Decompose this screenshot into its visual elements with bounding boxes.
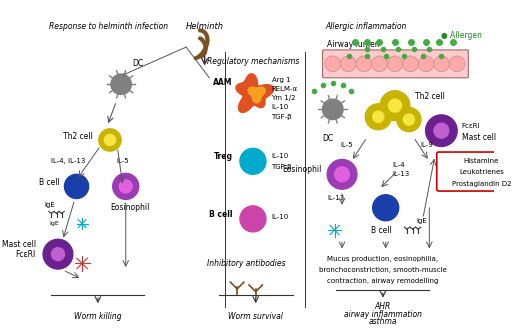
Text: AAM: AAM	[213, 78, 232, 87]
Text: IL-5: IL-5	[340, 141, 353, 148]
Circle shape	[240, 148, 266, 174]
Circle shape	[113, 173, 139, 199]
Text: Th2 cell: Th2 cell	[63, 132, 93, 141]
Circle shape	[356, 56, 372, 72]
Text: Response to helminth infection: Response to helminth infection	[49, 22, 168, 31]
Circle shape	[365, 104, 391, 130]
Polygon shape	[248, 87, 265, 103]
Text: Allergic inflammation: Allergic inflammation	[325, 22, 407, 31]
Text: ● Allergen: ● Allergen	[441, 31, 482, 40]
Circle shape	[104, 134, 116, 145]
Circle shape	[373, 195, 399, 221]
Text: airway inflammation: airway inflammation	[344, 310, 422, 319]
Text: asthma: asthma	[369, 317, 397, 326]
Circle shape	[372, 56, 387, 72]
Text: Th2 cell: Th2 cell	[415, 92, 445, 101]
Text: Leukotrienes: Leukotrienes	[459, 169, 504, 175]
Text: Worm killing: Worm killing	[74, 312, 122, 321]
Text: IL-10: IL-10	[271, 214, 289, 220]
Text: Airway lumen: Airway lumen	[327, 40, 380, 49]
Text: IgE: IgE	[49, 221, 59, 226]
Circle shape	[325, 56, 340, 72]
Circle shape	[340, 56, 356, 72]
Circle shape	[99, 129, 121, 151]
Text: TGF-β: TGF-β	[271, 114, 292, 120]
Circle shape	[111, 74, 131, 94]
Circle shape	[397, 108, 421, 132]
Circle shape	[65, 174, 89, 199]
Text: IL-10: IL-10	[271, 153, 289, 159]
Circle shape	[434, 123, 449, 138]
Text: bronchoconstriction, smooth-muscle: bronchoconstriction, smooth-muscle	[319, 267, 447, 273]
Circle shape	[380, 91, 410, 121]
Circle shape	[119, 180, 132, 193]
Circle shape	[418, 56, 434, 72]
Text: Worm survival: Worm survival	[228, 312, 283, 321]
Circle shape	[43, 239, 73, 269]
Text: DC: DC	[132, 58, 143, 68]
Text: Ym 1/2: Ym 1/2	[271, 95, 296, 101]
Text: Prostaglandin D2: Prostaglandin D2	[452, 181, 511, 186]
Text: IgE: IgE	[44, 202, 55, 208]
Circle shape	[402, 56, 418, 72]
Text: IgE: IgE	[416, 218, 427, 224]
Text: IL-13: IL-13	[328, 196, 345, 202]
Circle shape	[335, 167, 350, 182]
Text: Mast cell: Mast cell	[462, 133, 496, 142]
Text: TGF-β: TGF-β	[271, 164, 292, 170]
Circle shape	[434, 56, 450, 72]
Text: B cell: B cell	[371, 226, 391, 235]
Circle shape	[389, 99, 401, 112]
FancyBboxPatch shape	[437, 152, 512, 191]
Text: B cell: B cell	[39, 178, 60, 187]
Text: FcεRI: FcεRI	[462, 123, 480, 129]
Circle shape	[450, 56, 465, 72]
Text: Mast cell: Mast cell	[2, 240, 36, 249]
Text: Eosinophil: Eosinophil	[282, 165, 322, 174]
Text: IL-5: IL-5	[116, 158, 129, 164]
Text: contraction, airway remodelling: contraction, airway remodelling	[327, 278, 439, 284]
Text: FcεRI: FcεRI	[15, 250, 36, 259]
Circle shape	[387, 56, 403, 72]
Circle shape	[403, 114, 415, 125]
Circle shape	[52, 248, 65, 261]
Polygon shape	[236, 74, 274, 113]
Text: RELM-α: RELM-α	[271, 86, 297, 92]
Circle shape	[323, 99, 343, 120]
Text: IL-9: IL-9	[420, 141, 433, 148]
Text: IL-13: IL-13	[392, 171, 410, 177]
Text: Regulatory mechanisms: Regulatory mechanisms	[206, 56, 299, 66]
Text: B cell: B cell	[209, 210, 232, 219]
Text: Mucus production, eosinophilia,: Mucus production, eosinophilia,	[327, 256, 438, 262]
Circle shape	[240, 206, 266, 232]
Text: Eosinophil: Eosinophil	[111, 203, 150, 212]
Text: AHR: AHR	[375, 302, 391, 311]
Text: IL-10: IL-10	[271, 104, 289, 111]
Text: Treg: Treg	[214, 152, 232, 161]
Text: IL-4: IL-4	[392, 162, 405, 168]
Text: Inhibitory antibodies: Inhibitory antibodies	[207, 259, 286, 268]
Text: Arg 1: Arg 1	[271, 77, 290, 83]
FancyBboxPatch shape	[323, 50, 468, 78]
Circle shape	[425, 115, 457, 146]
Text: Helminth: Helminth	[186, 22, 224, 31]
Text: IL-4, IL-13: IL-4, IL-13	[52, 158, 86, 164]
Text: DC: DC	[323, 134, 334, 143]
Circle shape	[373, 111, 384, 122]
Text: Histamine: Histamine	[464, 158, 499, 164]
Circle shape	[327, 160, 357, 189]
